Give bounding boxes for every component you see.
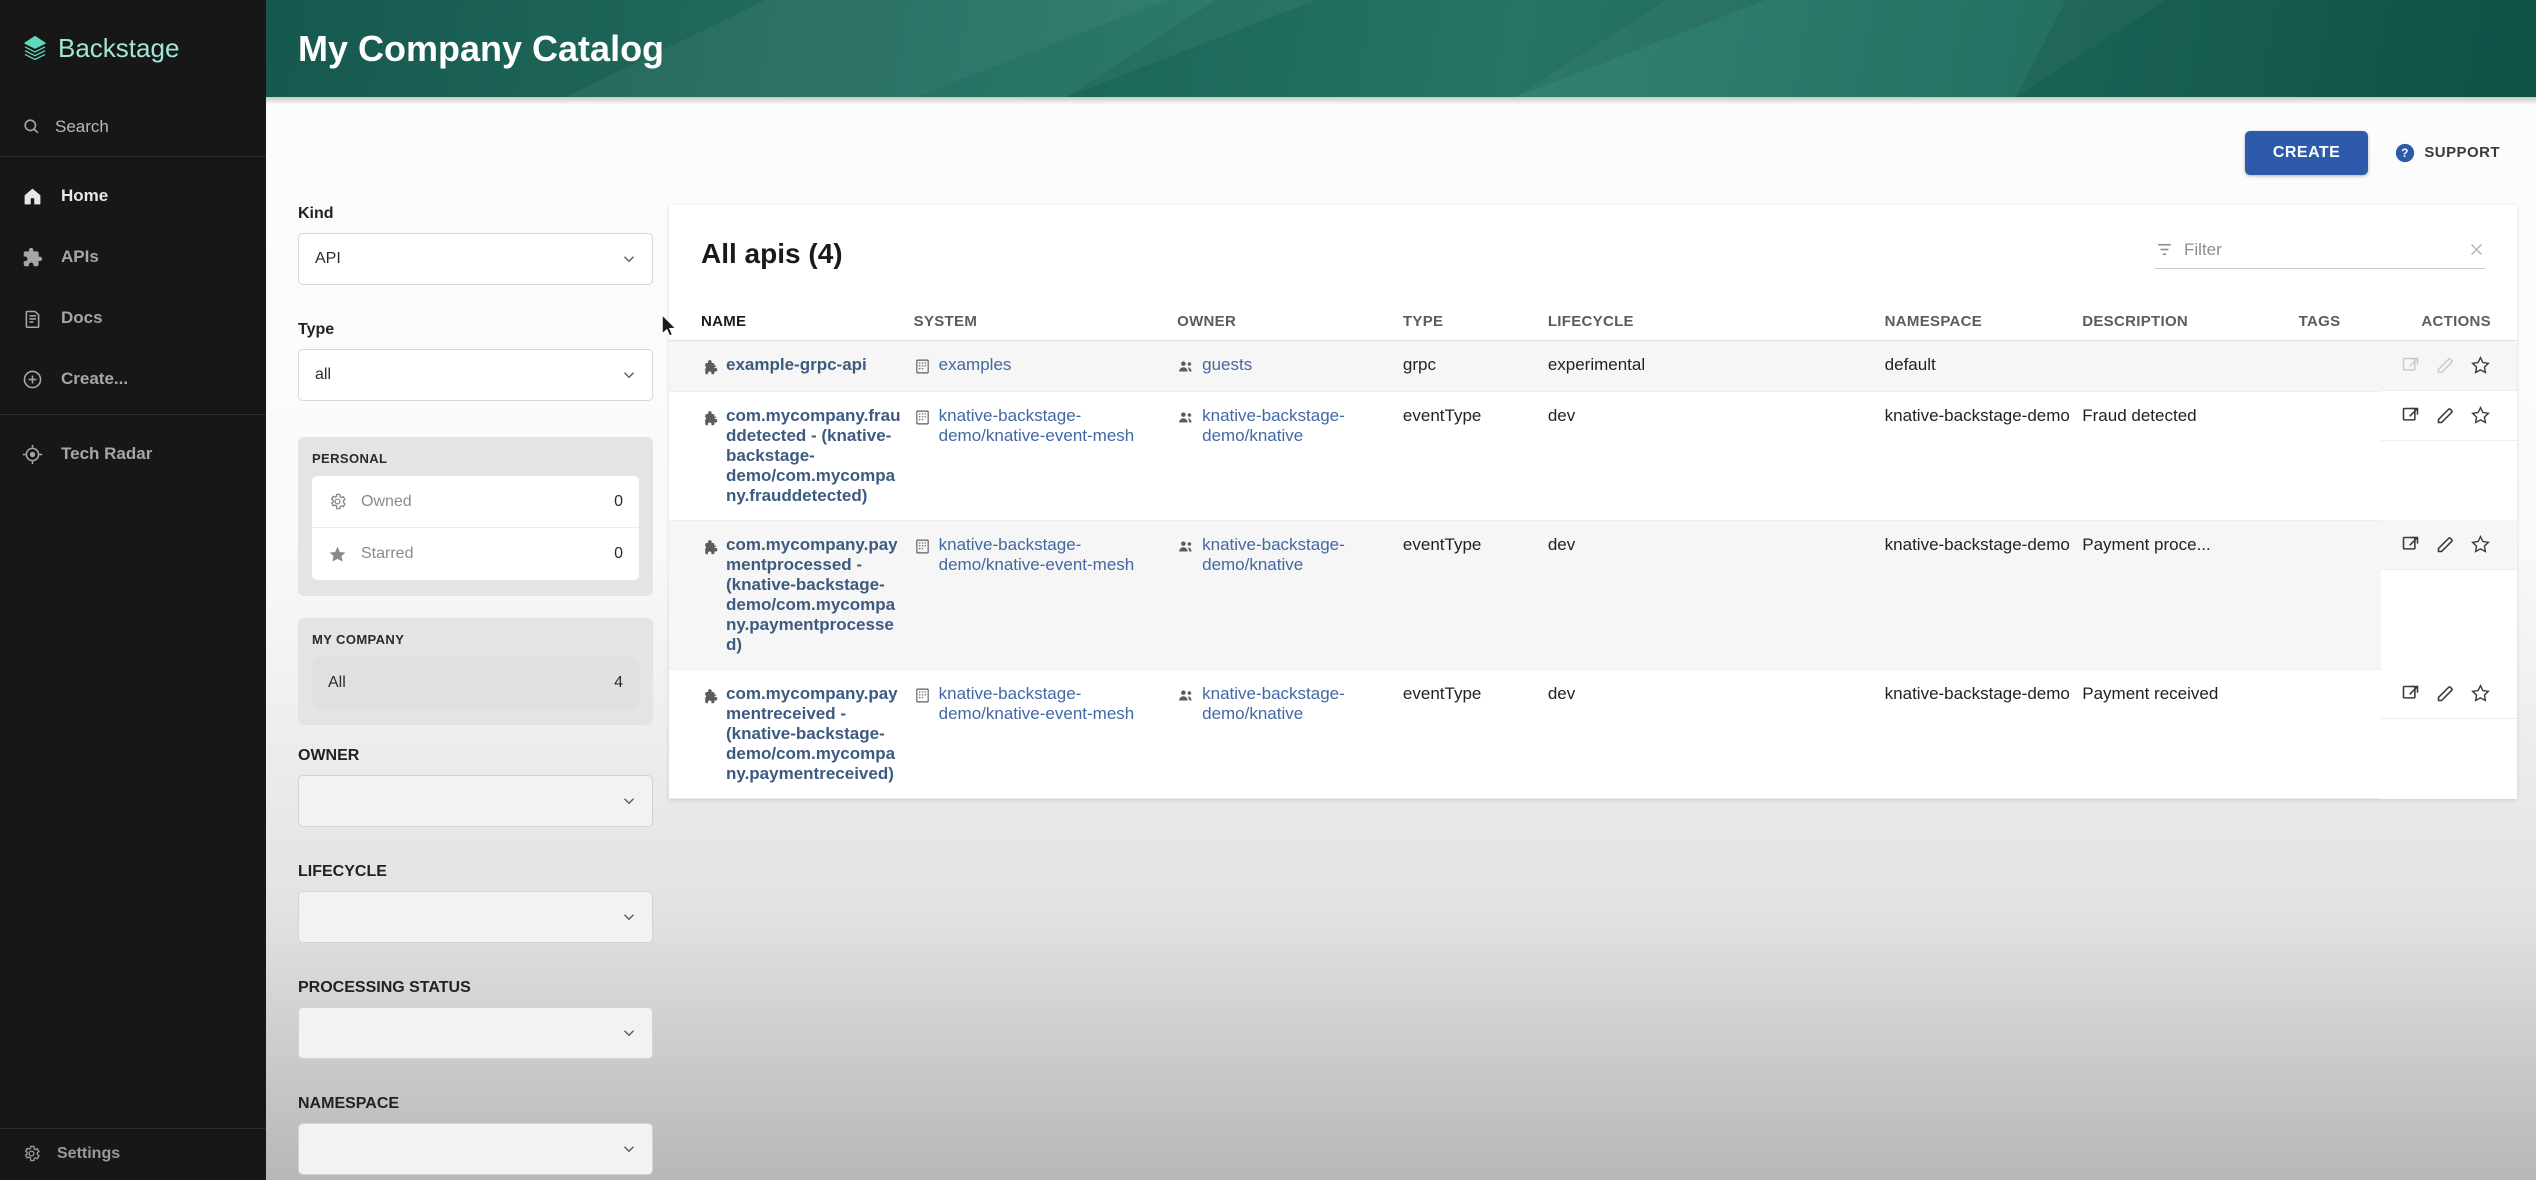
svg-text:?: ? [2401,146,2409,160]
